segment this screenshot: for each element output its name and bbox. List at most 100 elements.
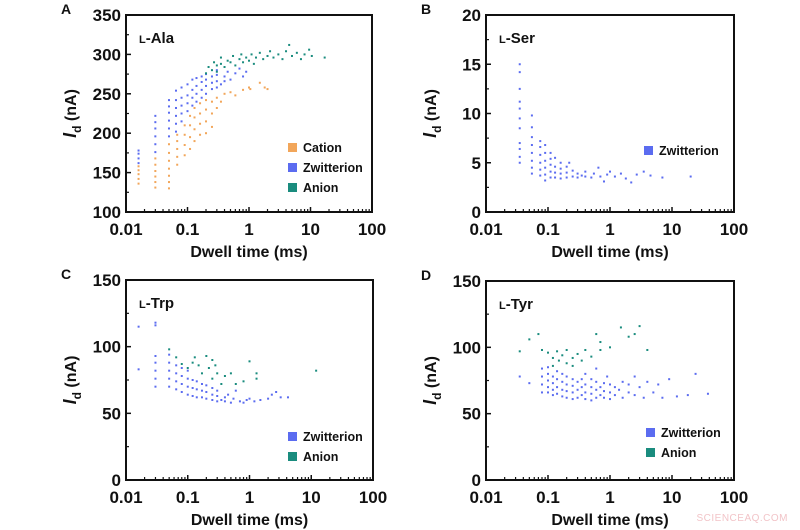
- data-point: [176, 163, 179, 166]
- data-point: [590, 386, 593, 389]
- data-point: [295, 51, 298, 54]
- data-point: [528, 382, 531, 385]
- legend-swatch: [646, 448, 655, 457]
- data-point: [240, 53, 243, 56]
- data-point: [599, 394, 602, 397]
- data-point: [308, 48, 311, 51]
- data-point: [248, 59, 250, 62]
- data-point: [195, 77, 198, 80]
- data-point: [530, 144, 533, 147]
- small-caps-l: L: [139, 299, 146, 311]
- data-point: [285, 50, 288, 53]
- data-point: [174, 122, 177, 125]
- data-point: [619, 326, 622, 329]
- data-point: [549, 151, 552, 154]
- data-point: [279, 396, 282, 399]
- data-point: [518, 117, 521, 120]
- panel-B: B 0.01 0.1 1 10 100 0 5 10 15 20 Dwell time (ms) Id …: [420, 1, 748, 261]
- y-axis-subscript: d: [430, 126, 444, 133]
- data-point: [686, 394, 689, 397]
- data-point: [167, 127, 170, 130]
- data-point: [565, 171, 568, 174]
- x-tick-label: 1: [245, 488, 254, 507]
- data-point: [539, 140, 542, 143]
- data-point: [590, 378, 593, 381]
- data-point: [661, 176, 664, 179]
- data-point: [186, 94, 189, 97]
- data-point: [624, 177, 627, 180]
- data-point: [299, 58, 302, 61]
- data-point: [186, 367, 189, 369]
- data-point: [167, 159, 170, 162]
- x-tick-label: 0.01: [469, 488, 502, 507]
- y-tick-label: 5: [472, 154, 481, 173]
- data-point: [530, 172, 533, 175]
- y-axis-symbol: I: [60, 132, 80, 138]
- data-point: [540, 375, 543, 378]
- data-point: [303, 53, 306, 56]
- data-point: [646, 348, 649, 351]
- x-tick-label: 1: [605, 488, 614, 507]
- data-point: [544, 151, 547, 154]
- data-point: [215, 69, 218, 72]
- data-point: [199, 102, 202, 105]
- data-point: [590, 355, 593, 358]
- data-point: [200, 389, 203, 392]
- data-point: [214, 364, 217, 367]
- data-point: [210, 125, 213, 128]
- data-point: [584, 398, 587, 401]
- data-point: [689, 175, 692, 178]
- panel-label: D: [421, 267, 431, 283]
- data-point: [565, 348, 568, 351]
- data-point: [518, 375, 521, 378]
- legend-label: Anion: [303, 450, 338, 464]
- data-point: [242, 88, 245, 91]
- data-point: [255, 56, 258, 59]
- data-point: [606, 375, 609, 378]
- data-point: [530, 126, 533, 129]
- x-tick-label: 10: [663, 220, 682, 239]
- x-tick-label: 0.1: [536, 220, 560, 239]
- data-point: [154, 186, 157, 189]
- data-point: [633, 375, 636, 378]
- data-point: [193, 116, 196, 119]
- data-point: [186, 385, 189, 388]
- data-point: [518, 147, 521, 150]
- series-anion: [518, 325, 649, 367]
- x-tick-label: 100: [720, 220, 748, 239]
- data-point: [599, 386, 602, 389]
- data-point: [234, 383, 237, 385]
- data-point: [627, 335, 630, 338]
- data-point: [223, 66, 226, 69]
- data-point: [191, 78, 194, 81]
- y-tick-label: 150: [453, 272, 481, 291]
- data-point: [657, 383, 660, 386]
- data-point: [544, 144, 547, 147]
- data-point: [234, 389, 237, 392]
- data-point: [154, 143, 157, 146]
- data-point: [580, 378, 583, 381]
- data-point: [549, 163, 552, 166]
- data-point: [649, 174, 652, 177]
- data-point: [528, 338, 531, 341]
- legend-swatch: [288, 183, 297, 192]
- data-point: [210, 69, 213, 72]
- data-point: [599, 348, 602, 351]
- y-tick-label: 0: [112, 471, 121, 490]
- data-point: [154, 321, 157, 324]
- data-point: [137, 152, 140, 155]
- legend-label: Zwitterion: [303, 430, 363, 444]
- data-point: [180, 120, 183, 123]
- data-point: [223, 80, 226, 83]
- data-point: [223, 400, 226, 403]
- y-tick-label: 0: [472, 203, 481, 222]
- data-point: [661, 396, 664, 399]
- data-point: [226, 70, 229, 73]
- data-point: [518, 127, 521, 130]
- small-caps-l: L: [499, 34, 506, 46]
- data-point: [668, 378, 671, 381]
- y-tick-label: 15: [462, 55, 481, 74]
- data-point: [154, 385, 157, 388]
- data-point: [200, 372, 203, 375]
- data-point: [226, 59, 229, 62]
